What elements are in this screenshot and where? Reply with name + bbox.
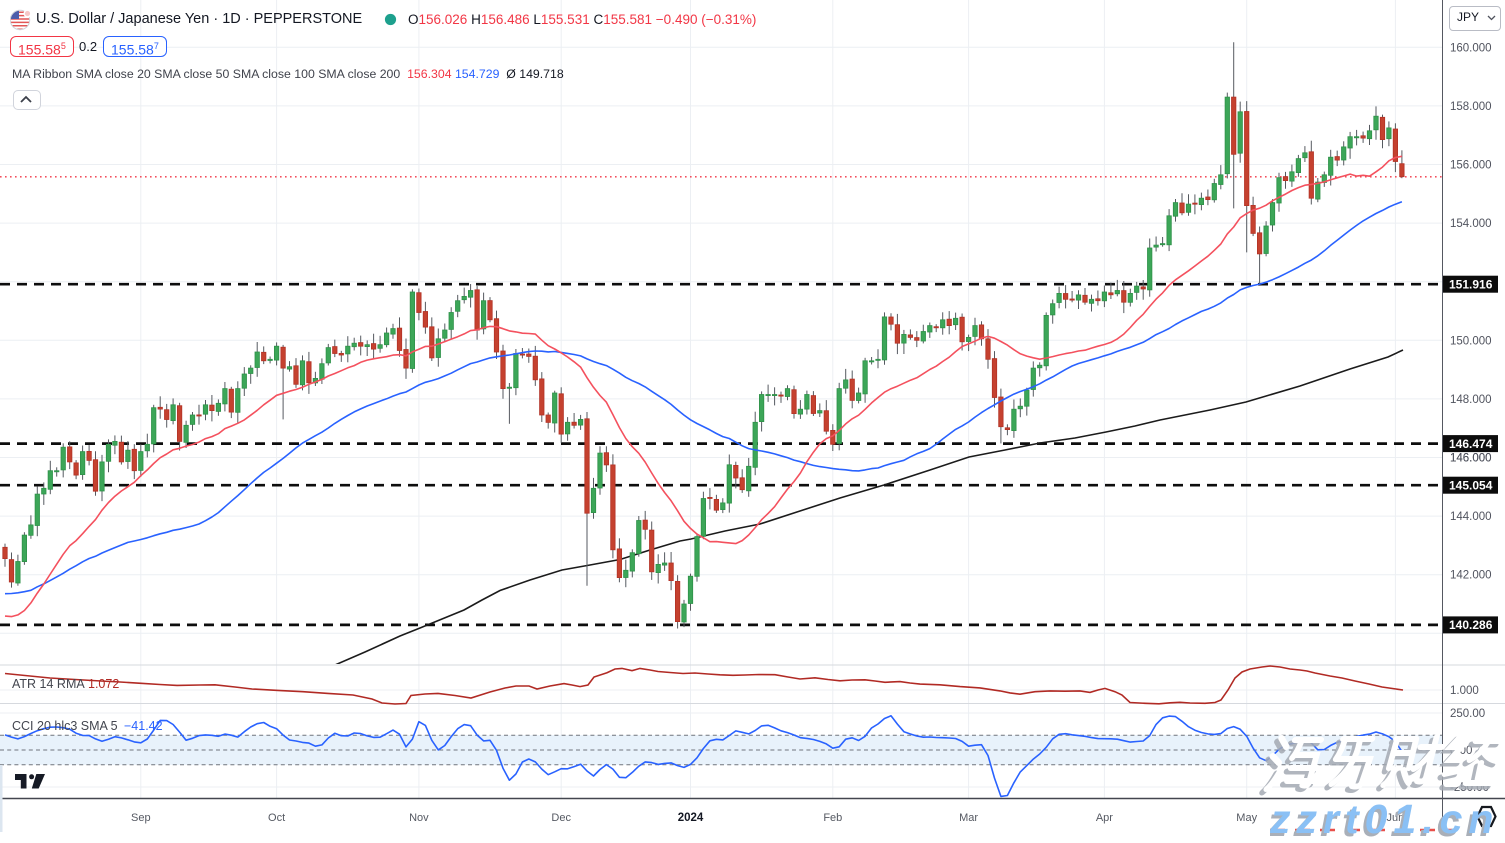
svg-text:156.000: 156.000	[1450, 160, 1492, 172]
svg-text:Mar: Mar	[959, 812, 978, 824]
svg-text:Nov: Nov	[409, 812, 429, 824]
svg-text:1.000: 1.000	[1450, 685, 1479, 697]
svg-text:140.286: 140.286	[1449, 618, 1493, 632]
svg-text:146.000: 146.000	[1450, 453, 1492, 465]
svg-text:145.054: 145.054	[1449, 478, 1493, 492]
svg-text:142.000: 142.000	[1450, 570, 1492, 582]
svg-text:144.000: 144.000	[1450, 511, 1492, 523]
svg-text:146.474: 146.474	[1449, 437, 1493, 451]
svg-text:2024: 2024	[678, 812, 704, 824]
svg-text:151.916: 151.916	[1449, 277, 1493, 291]
svg-text:150.000: 150.000	[1450, 335, 1492, 347]
svg-text:ATR 14 RMA: ATR 14 RMA	[12, 677, 85, 691]
svg-text:1.072: 1.072	[88, 677, 119, 691]
svg-text:Jun: Jun	[1387, 812, 1405, 824]
svg-text:146.000: 146.000	[1450, 453, 1492, 465]
svg-text:−41.42: −41.42	[124, 719, 163, 733]
svg-text:250.00: 250.00	[1450, 708, 1485, 720]
svg-text:148.000: 148.000	[1450, 394, 1492, 406]
svg-text:CCI 20 hlc3 SMA 5: CCI 20 hlc3 SMA 5	[12, 719, 118, 733]
svg-text:Apr: Apr	[1096, 812, 1113, 824]
svg-text:Oct: Oct	[268, 812, 285, 824]
svg-text:Feb: Feb	[823, 812, 842, 824]
svg-text:Sep: Sep	[131, 812, 151, 824]
svg-text:154.000: 154.000	[1450, 218, 1492, 230]
svg-text:158.000: 158.000	[1450, 101, 1492, 113]
svg-text:Dec: Dec	[551, 812, 571, 824]
svg-text:160.000: 160.000	[1450, 42, 1492, 54]
svg-text:May: May	[1236, 812, 1257, 824]
